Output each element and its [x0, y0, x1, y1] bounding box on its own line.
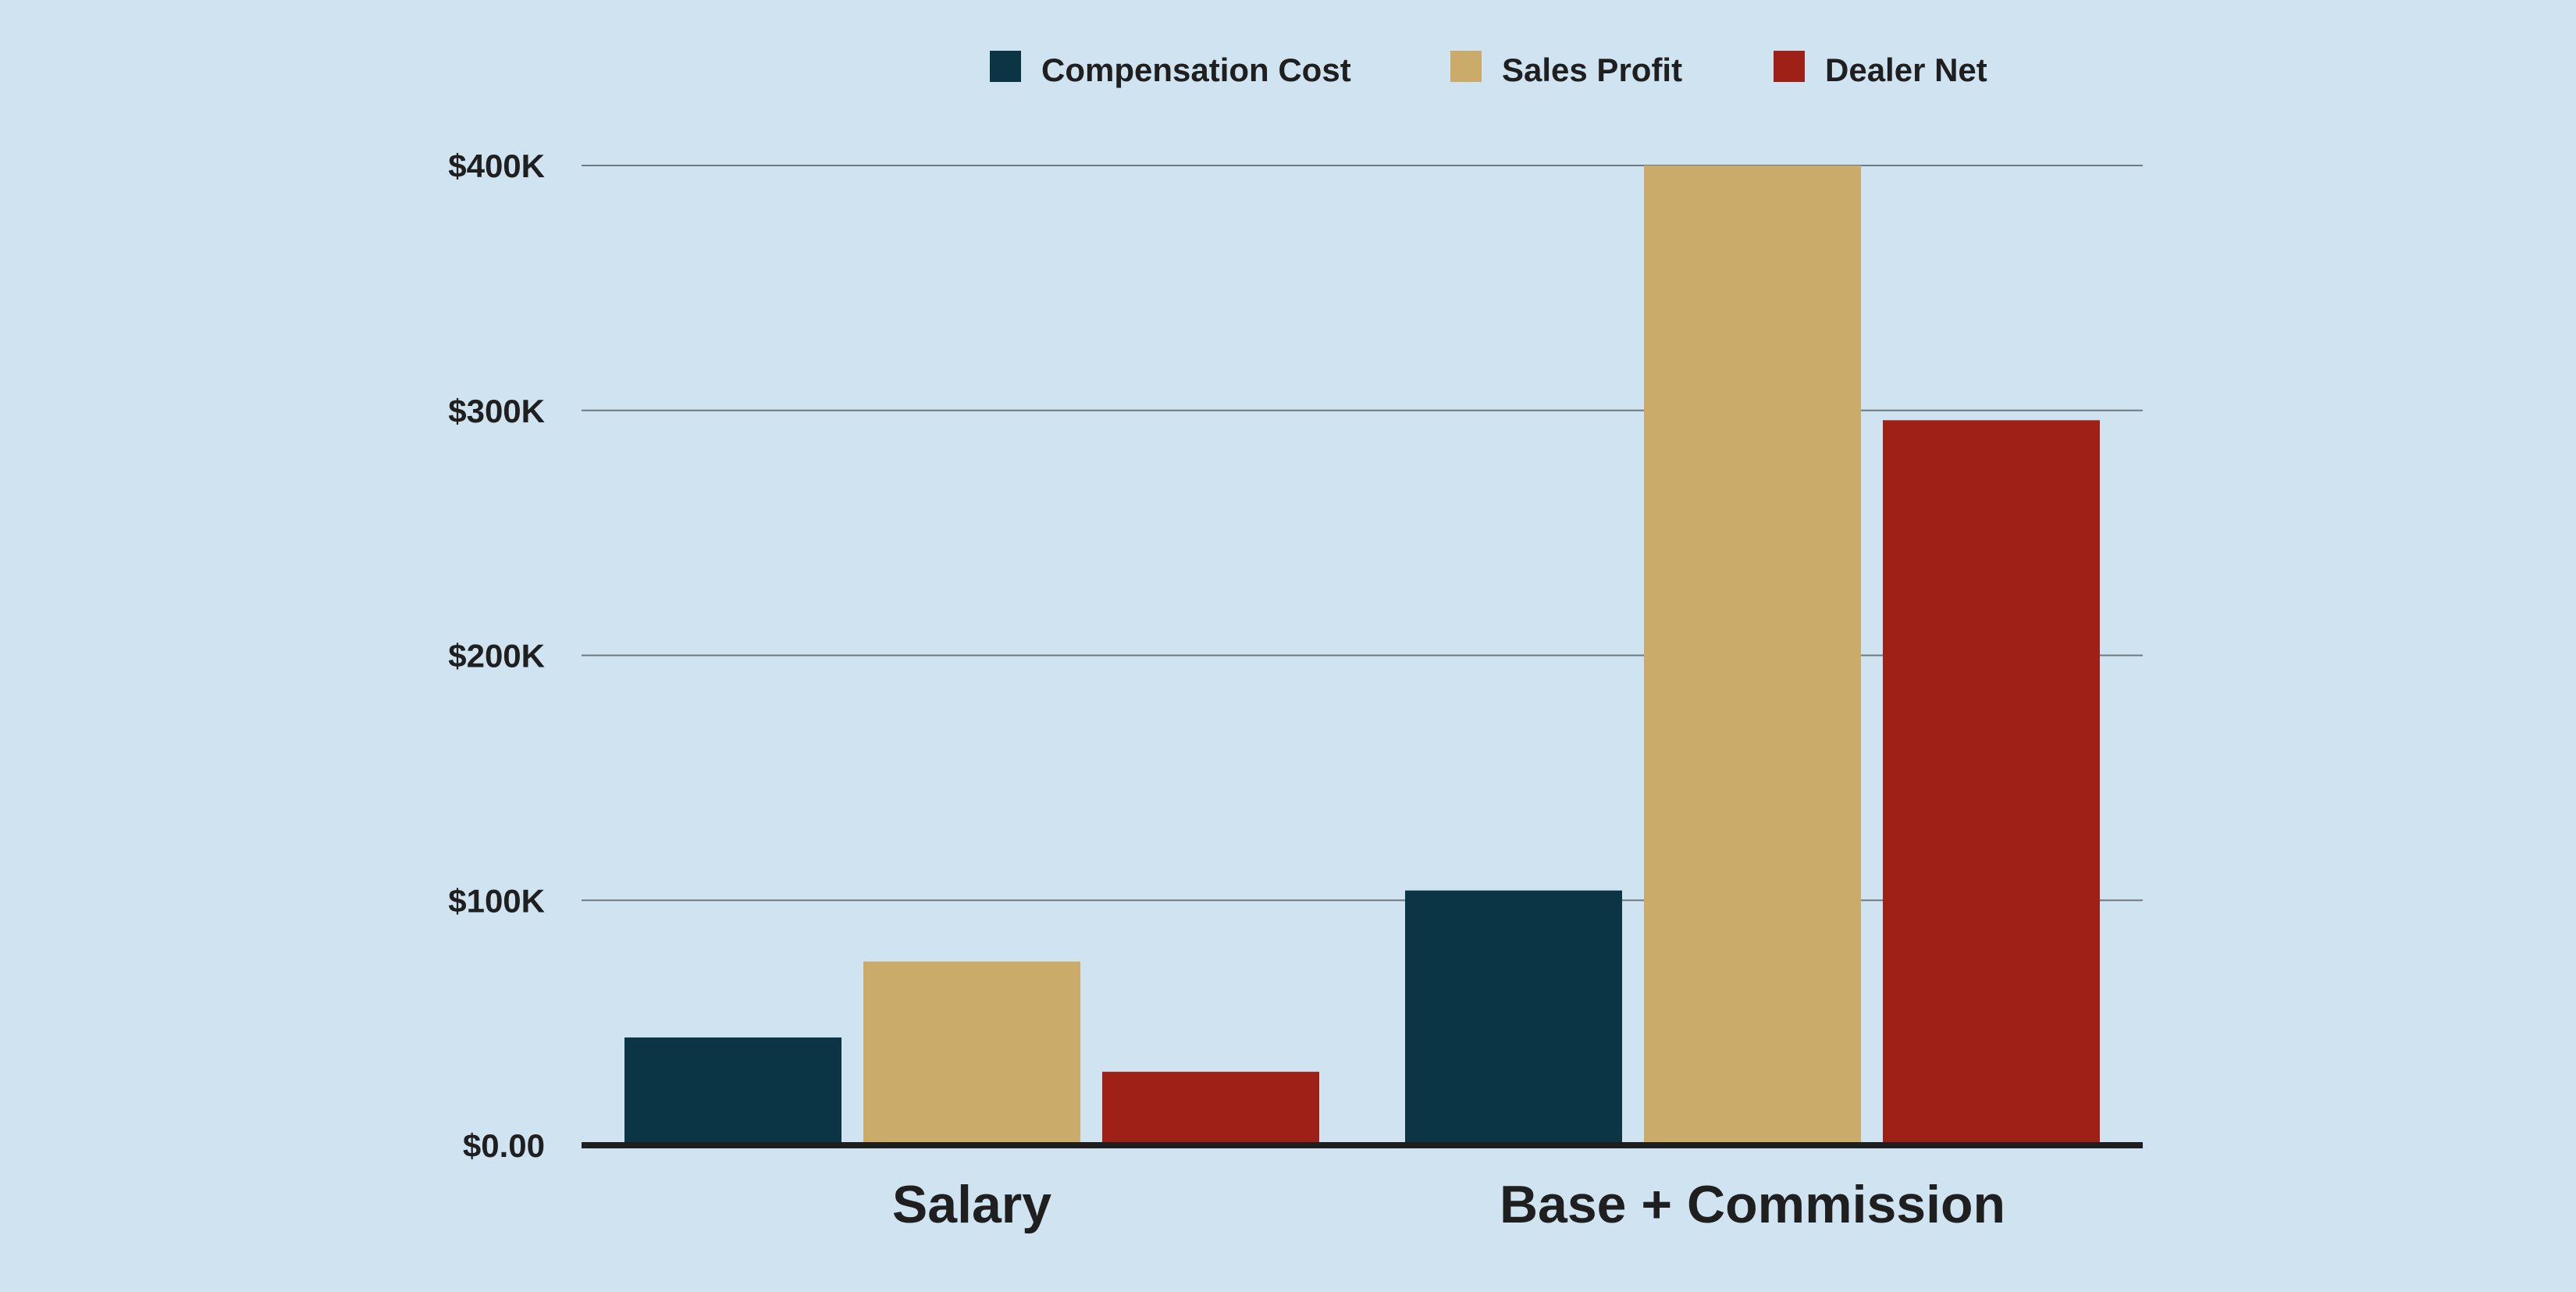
- legend-swatch: [1774, 51, 1805, 82]
- bar-dealer-net-0: [1102, 1071, 1319, 1145]
- y-tick-label: $0.00: [463, 1127, 545, 1164]
- y-tick-label: $100K: [448, 882, 545, 919]
- legend-swatch: [1450, 51, 1482, 82]
- y-tick-label: $200K: [448, 638, 545, 674]
- axes: $0.00 $100K $200K $300K $400K Salary Base + Co…: [448, 148, 2143, 1234]
- y-tick-label: $400K: [448, 148, 545, 184]
- legend-label: Compensation Cost: [1041, 52, 1351, 88]
- bar-sales-profit-0: [863, 961, 1080, 1145]
- y-tick-label: $300K: [448, 393, 545, 429]
- bar-dealer-net-1: [1883, 420, 2100, 1145]
- bars: [624, 166, 2100, 1145]
- legend-label: Sales Profit: [1502, 52, 1682, 88]
- x-category-label: Salary: [892, 1175, 1051, 1234]
- bar-sales-profit-1: [1644, 166, 1861, 1145]
- legend-label: Dealer Net: [1825, 52, 1987, 88]
- legend: Compensation Cost Sales Profit Dealer Net: [990, 51, 1987, 88]
- bar-compensation-cost-1: [1405, 890, 1622, 1145]
- x-category-label: Base + Commission: [1500, 1175, 2005, 1234]
- legend-swatch: [990, 51, 1021, 82]
- gridlines: [582, 165, 2143, 902]
- bar-compensation-cost-0: [624, 1037, 841, 1145]
